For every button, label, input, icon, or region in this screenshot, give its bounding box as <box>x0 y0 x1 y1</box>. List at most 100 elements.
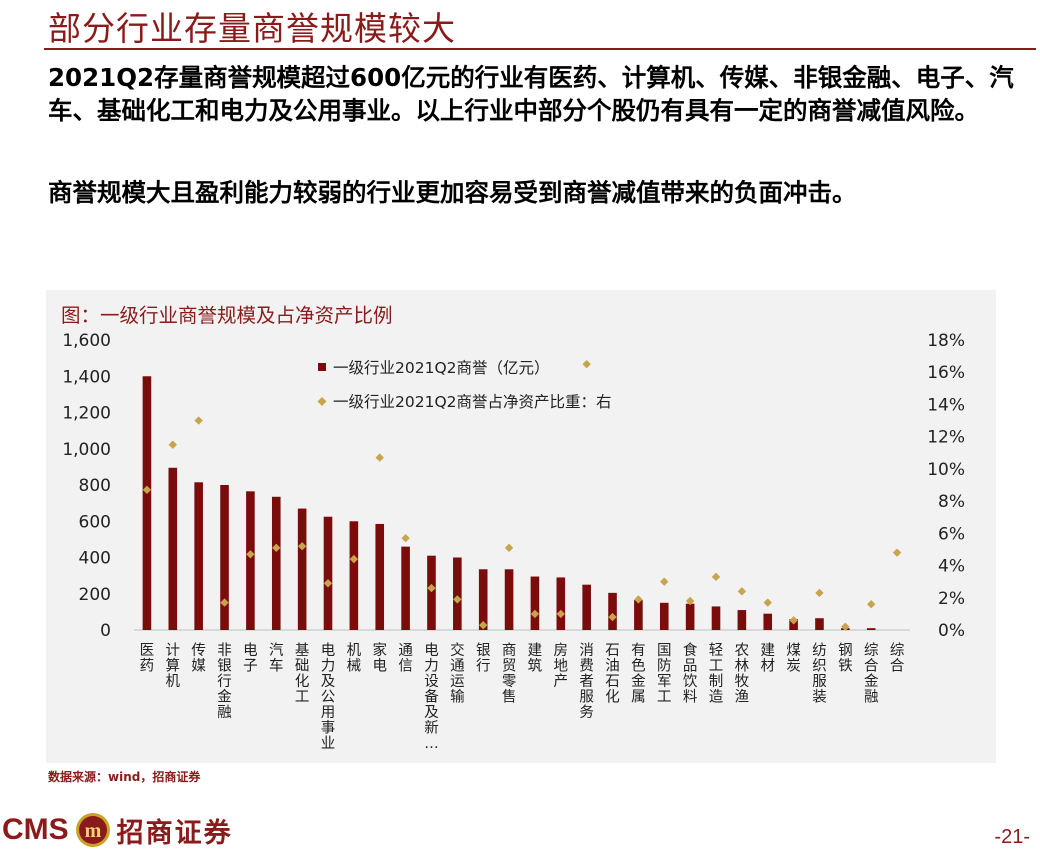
x-category-label: 计算机 <box>166 642 181 690</box>
ratio-point <box>246 550 255 559</box>
goodwill-bar <box>271 496 281 630</box>
goodwill-bar <box>789 619 798 630</box>
ratio-point <box>841 622 850 631</box>
goodwill-bar <box>530 576 540 630</box>
goodwill-bar <box>504 569 514 630</box>
goodwill-bar <box>659 602 669 630</box>
x-category-label: 电子 <box>243 642 258 675</box>
goodwill-bar <box>763 613 773 630</box>
y-right-tick-label: 12% <box>927 428 965 448</box>
ratio-point <box>194 416 203 425</box>
goodwill-bar <box>168 467 178 630</box>
y-left-tick-label: 200 <box>79 585 111 605</box>
goodwill-bar <box>711 606 721 630</box>
y-right-tick-label: 6% <box>938 524 965 544</box>
ratio-point <box>272 543 281 553</box>
goodwill-bar <box>453 557 462 630</box>
x-category-label: 电力设备及新… <box>424 642 439 752</box>
goodwill-bar <box>323 516 333 630</box>
x-category-label: 交通运输 <box>450 641 465 706</box>
chart-panel <box>46 290 996 763</box>
data-source: 数据来源：wind，招商证券 <box>48 770 201 784</box>
ratio-point <box>323 579 333 588</box>
ratio-point <box>453 595 462 604</box>
company-emblem-icon: m <box>75 813 110 847</box>
goodwill-bar <box>634 600 643 630</box>
goodwill-bar <box>220 485 229 630</box>
ratio-point <box>867 600 876 609</box>
y-right-tick-label: 14% <box>927 395 965 415</box>
ratio-point <box>375 453 384 462</box>
goodwill-bar <box>246 491 255 630</box>
goodwill-bar <box>608 592 617 630</box>
logo-brand-text: 招商证券 <box>116 817 233 849</box>
x-category-label: 煤炭 <box>786 642 801 675</box>
ratio-point <box>427 583 436 593</box>
x-category-label: 消费者服务 <box>579 642 594 721</box>
y-left-tick-label: 1,000 <box>62 440 111 460</box>
ratio-point <box>504 543 514 553</box>
y-left-tick-label: 400 <box>79 549 111 569</box>
goodwill-bar <box>427 555 436 630</box>
goodwill-bar <box>866 628 876 630</box>
goodwill-bar <box>737 610 747 630</box>
slide-title: 部分行业存量商誉规模较大 <box>48 9 456 48</box>
ratio-point <box>711 572 721 582</box>
goodwill-bar <box>297 508 307 630</box>
legend-point-label: 一级行业2021Q2商誉占净资产比重：右 <box>333 393 612 411</box>
emblem-glyph: m <box>84 820 101 842</box>
ratio-point <box>763 598 772 607</box>
x-category-label: 石油石化 <box>605 643 620 706</box>
ratio-point <box>815 588 824 598</box>
ratio-point <box>220 598 229 607</box>
ratio-point <box>892 548 902 557</box>
goodwill-bar <box>556 577 566 630</box>
x-category-label: 通信 <box>398 642 413 675</box>
x-category-label: 轻工制造 <box>709 642 724 706</box>
x-category-label: 基础化工 <box>295 642 310 706</box>
y-right-tick-label: 4% <box>938 557 965 577</box>
ratio-point <box>556 609 565 619</box>
logo-cms-text: CMS <box>2 813 69 846</box>
y-left-tick-label: 800 <box>79 476 111 496</box>
legend-bar-swatch <box>318 363 326 371</box>
x-category-label: 食品饮料 <box>683 642 698 706</box>
ratio-point <box>297 542 307 551</box>
chart-title: 图：一级行业商誉规模及占净资产比例 <box>61 304 393 327</box>
x-category-label: 医药 <box>140 643 155 675</box>
x-category-label: 综合金融 <box>864 642 879 706</box>
x-category-label: 电力及公用事业 <box>321 642 336 752</box>
goodwill-bar <box>815 618 824 630</box>
x-category-label: 建筑 <box>528 642 543 675</box>
x-category-label: 家电 <box>372 642 387 675</box>
ratio-point <box>349 554 359 564</box>
y-left-tick-label: 1,400 <box>62 367 111 387</box>
y-left-tick-label: 600 <box>79 512 111 532</box>
y-left-tick-label: 1,600 <box>62 331 111 351</box>
y-right-tick-label: 8% <box>938 492 965 512</box>
title-divider <box>44 48 1036 50</box>
x-category-label: 银行 <box>476 642 491 675</box>
goodwill-bar <box>685 603 695 630</box>
x-category-label: 农林牧渔 <box>735 642 750 706</box>
y-right-tick-label: 0% <box>938 621 965 641</box>
goodwill-bar <box>194 482 203 630</box>
conclusion-paragraph: 商誉规模大且盈利能力较弱的行业更加容易受到商誉减值带来的负面冲击。 <box>48 178 857 207</box>
goodwill-bar <box>142 376 152 630</box>
y-right-tick-label: 10% <box>927 460 965 480</box>
x-category-label: 机械 <box>347 642 362 675</box>
goodwill-bar <box>375 523 385 630</box>
x-category-label: 建材 <box>760 642 775 675</box>
ratio-point <box>142 485 152 495</box>
x-category-label: 汽车 <box>269 642 284 675</box>
ratio-point <box>401 533 410 543</box>
x-category-label: 钢铁 <box>838 642 853 675</box>
ratio-point <box>608 612 617 622</box>
goodwill-bar <box>349 521 359 630</box>
x-category-label: 纺织服装 <box>812 642 827 706</box>
summary-paragraph: 2021Q2存量商誉规模超过600亿元的行业有医药、计算机、传媒、非银金融、电子… <box>48 63 1014 125</box>
ratio-point <box>660 577 669 586</box>
goodwill-bar <box>401 546 410 630</box>
page-number: -21- <box>994 826 1030 848</box>
